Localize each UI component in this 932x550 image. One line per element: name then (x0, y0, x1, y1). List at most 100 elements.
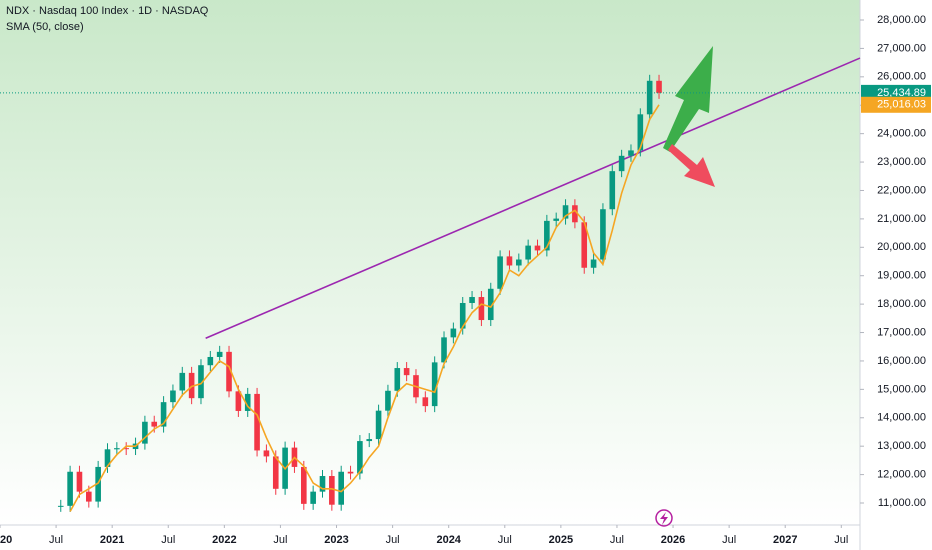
up-arrow (663, 46, 713, 152)
candle-body (441, 337, 447, 363)
trendline (205, 57, 861, 339)
candle-body (198, 365, 204, 399)
candle-body (478, 297, 485, 321)
candle-body (216, 351, 223, 357)
y-tick-label: 14,000.00 (877, 412, 926, 424)
x-tick-label: Jul (610, 534, 624, 546)
candle-body (272, 456, 279, 489)
y-tick-label: 11,000.00 (878, 497, 926, 509)
candle-body (375, 410, 382, 440)
y-tick-label: 27,000.00 (877, 42, 926, 54)
lightning-icon (655, 509, 673, 527)
candle-body (263, 450, 270, 457)
marks (57, 57, 861, 512)
candle-body (179, 372, 186, 391)
candle-body (525, 245, 531, 260)
candle-body (394, 368, 401, 391)
candle-body (609, 171, 616, 210)
candle-body (590, 259, 597, 268)
candle-body (487, 288, 494, 321)
candle-body (338, 471, 344, 505)
candle-body (67, 471, 73, 506)
candle-body (459, 302, 466, 329)
candle-body (244, 393, 251, 411)
x-tick-label: Jul (834, 534, 848, 546)
last-value-label: 25,016.03 (877, 99, 926, 111)
time-scale (0, 525, 860, 550)
candle-body (207, 356, 214, 366)
y-tick-label: 23,000.00 (877, 156, 926, 168)
candle-body (600, 209, 606, 260)
candle-body (450, 328, 457, 338)
candle-body (235, 391, 242, 411)
sma-line (69, 104, 660, 512)
candle-body (403, 368, 410, 376)
y-tick-label: 19,000.00 (877, 270, 926, 282)
candle-body (637, 114, 644, 151)
candle-body (656, 80, 662, 93)
candle-body (254, 393, 260, 451)
candle-body (95, 466, 101, 502)
x-tick-label: Jul (273, 534, 287, 546)
candle-body (57, 505, 64, 507)
candle-body (123, 448, 129, 450)
y-tick-label: 17,000.00 (877, 326, 926, 338)
candle-body (319, 476, 326, 492)
x-tick-label: Jul (722, 534, 736, 546)
x-tick-label: Jul (161, 534, 175, 546)
candle-body (385, 390, 391, 411)
x-tick-label: 2021 (100, 534, 124, 546)
candle-body (347, 471, 354, 474)
candle-body (497, 256, 503, 289)
y-tick-label: 18,000.00 (877, 298, 926, 310)
candle-body (151, 421, 158, 427)
x-tick-label: Jul (49, 534, 63, 546)
y-tick-label: 12,000.00 (877, 469, 926, 481)
candle-body (544, 220, 550, 251)
candle-body (357, 441, 363, 474)
candle-body (628, 150, 634, 156)
candle-body (422, 397, 429, 407)
x-tick-label: 2025 (549, 534, 573, 546)
x-tick-label: 2023 (324, 534, 348, 546)
x-tick-label: Jul (498, 534, 512, 546)
x-tick-label: 2020 (0, 534, 12, 546)
candle-body (329, 476, 335, 505)
candle-body (104, 449, 111, 467)
candle-body (114, 448, 120, 450)
y-tick-label: 15,000.00 (877, 383, 926, 395)
candle-body (188, 372, 195, 399)
y-tick-label: 22,000.00 (877, 184, 926, 196)
candle-body (366, 439, 373, 442)
y-tick-label: 26,000.00 (877, 71, 926, 83)
candle-body (86, 491, 92, 502)
candle-body (516, 259, 522, 266)
y-tick-label: 24,000.00 (877, 128, 926, 140)
x-tick-label: 2022 (212, 534, 236, 546)
candle-body (170, 390, 176, 403)
chart-title: NDX · Nasdaq 100 Index · 1D · NASDAQ (6, 5, 209, 17)
candle-body (562, 205, 569, 219)
last-value-badge (861, 96, 931, 113)
y-tick-label: 28,000.00 (877, 14, 926, 26)
x-tick-label: 2027 (773, 534, 797, 546)
down-arrow (668, 144, 715, 187)
candle-body (160, 402, 167, 427)
candle-body (76, 471, 83, 492)
candle-body (301, 466, 307, 504)
y-tick-label: 21,000.00 (877, 213, 926, 225)
candle-body (431, 362, 438, 407)
candle-body (646, 80, 653, 115)
x-tick-label: 2026 (661, 534, 685, 546)
candle-body (142, 421, 148, 444)
candle-body (226, 351, 232, 392)
candle-body (506, 256, 513, 266)
candle-body (572, 205, 578, 223)
y-tick-label: 20,000.00 (877, 241, 926, 253)
candle-body (618, 155, 625, 172)
x-tick-label: 2024 (436, 534, 461, 546)
candle-body (534, 245, 541, 251)
last-value-label: 25,434.89 (877, 87, 926, 99)
